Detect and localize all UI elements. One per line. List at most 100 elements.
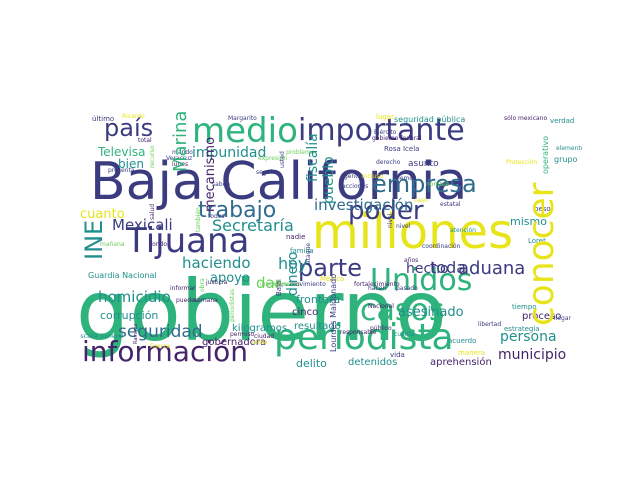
word-loret: Loret	[528, 237, 546, 245]
word-fiscalia-general: Fiscalía General	[80, 333, 124, 340]
word-recurso: recurso	[149, 145, 156, 168]
word-nadie: nadie	[286, 233, 306, 241]
word-televisa: Televisa	[98, 145, 146, 159]
word-ultimo: último	[92, 115, 115, 123]
word-obra: obra	[199, 278, 206, 292]
word-operativo: operativo	[541, 135, 550, 174]
word-impunidad: impunidad	[192, 145, 267, 161]
word-unidos: Unidos	[370, 263, 473, 298]
word-ejercito: Ejército	[374, 129, 397, 136]
word-parte: parte	[298, 254, 362, 282]
word-haciendo: haciendo	[182, 254, 251, 272]
word-tiempo: tiempo	[512, 303, 537, 311]
word-manera: manera	[458, 349, 486, 357]
word-derecho: derecho	[376, 159, 401, 166]
word-usted: usted	[279, 151, 286, 168]
word-presenta: presenta	[108, 167, 135, 174]
word-ine: INE	[80, 219, 108, 260]
word-fiscalia: fiscalía	[305, 133, 321, 182]
word-dinero: dinero	[285, 251, 301, 296]
word-responsable: responsable	[340, 329, 377, 336]
word-delito: delito	[296, 357, 327, 370]
word-ataque: ataque	[305, 242, 312, 264]
word-fuerza: Fuerza	[150, 343, 170, 350]
word-ciudad: ciudad	[254, 333, 275, 340]
word-momento: momento	[272, 281, 301, 288]
word-millones: millones	[312, 204, 514, 260]
word-resultado: resultado	[294, 321, 341, 332]
word-lunes: lunes	[172, 161, 189, 168]
word-persona: persona	[500, 329, 557, 345]
word-conocer: conocer	[521, 182, 562, 326]
word-saben: saben	[212, 181, 231, 188]
word-estatal: estatal	[440, 201, 461, 208]
word-peso: peso	[534, 205, 551, 213]
word-cloud-canvas: gobierno Baja California millones Tijuana pe…	[80, 112, 582, 374]
word-hecho: hecho	[406, 261, 449, 277]
word-baja-california: Baja California	[90, 152, 468, 212]
word-toda: toda	[430, 258, 467, 277]
word-movimiento: movimiento	[290, 281, 326, 288]
word-todos: todos	[208, 213, 225, 220]
word-apoyo: apoyo	[210, 271, 250, 286]
word-fortalecimiento: fortalecimiento	[354, 281, 400, 288]
word-fondo: fondo	[150, 241, 168, 248]
word-elementos: elementos	[556, 145, 582, 152]
word-libertad: libertad	[478, 321, 502, 328]
word-detenidos: detenidos	[348, 357, 398, 368]
word-vida: vida	[390, 351, 405, 359]
word-mando: mando	[172, 149, 193, 156]
word-municipio: municipio	[498, 347, 567, 363]
word-tijuana: Tijuana	[126, 221, 250, 261]
word-informacion: información	[82, 335, 249, 368]
word-mismo: mismo	[510, 215, 547, 228]
word-asunto: asunto	[408, 159, 439, 169]
word-llegar: llegar	[554, 315, 571, 322]
word-total: total	[138, 137, 152, 144]
word-salud: salud	[149, 203, 156, 220]
word-gente: gente	[344, 173, 362, 180]
word-tambien: también	[195, 207, 202, 232]
word-anos: años	[404, 257, 419, 264]
word-mexico: México	[320, 275, 345, 283]
word-permiso: permiso	[230, 331, 255, 338]
word-nacional: Nacional	[368, 303, 394, 310]
word-nivel: nivel	[396, 223, 411, 230]
word-seguridad: seguridad	[118, 322, 203, 342]
word-nivel-2: nivel	[387, 213, 394, 228]
word-hemos: hemos	[396, 175, 417, 182]
word-baja: Baja	[275, 280, 283, 296]
word-lourdes-maldonado: Lourdes Maldonado	[329, 273, 338, 352]
word-dar: dar	[256, 274, 281, 292]
word-cuenta: cuenta	[394, 331, 415, 338]
word-coordinacion: coordinación	[422, 243, 461, 250]
word-cloud: gobierno Baja California millones Tijuana pe…	[80, 112, 582, 374]
word-seguir: seguir	[256, 169, 275, 176]
word-homicidio: homicidio	[98, 288, 171, 306]
word-ricardo: Ricardo	[122, 113, 145, 120]
word-inteligencia: inteligencia	[260, 281, 295, 288]
word-gobernadora: gobernadora	[202, 337, 267, 348]
word-proteccion: Protección	[506, 159, 538, 166]
word-grupo: grupo	[554, 155, 578, 164]
word-periodistas: periodistas	[229, 288, 236, 322]
word-asesinado: asesinado	[398, 305, 464, 320]
word-investigacion: investigación	[314, 196, 414, 214]
word-cuanto: cuanto	[80, 207, 125, 222]
word-proceso: proceso	[522, 311, 562, 322]
word-empresa: empresa	[372, 170, 477, 198]
word-semana: semana	[194, 297, 218, 304]
word-manana: mañana	[100, 241, 125, 248]
word-gobierno-federal: gobierno federal	[372, 135, 422, 142]
word-arma: arma	[252, 339, 268, 346]
word-marina: Marina	[170, 112, 191, 172]
word-margarito: Margarito	[228, 115, 257, 122]
word-cinco: cinco	[292, 307, 319, 318]
word-medio: medio	[192, 112, 298, 151]
word-lugar: lugar	[376, 113, 394, 121]
word-estrategia: estrategia	[504, 325, 540, 333]
word-caso: caso	[414, 197, 428, 204]
word-mecanismo: mecanismo	[203, 136, 218, 212]
word-acuerdo: acuerdo	[448, 337, 477, 345]
word-casos: casos	[360, 293, 445, 328]
